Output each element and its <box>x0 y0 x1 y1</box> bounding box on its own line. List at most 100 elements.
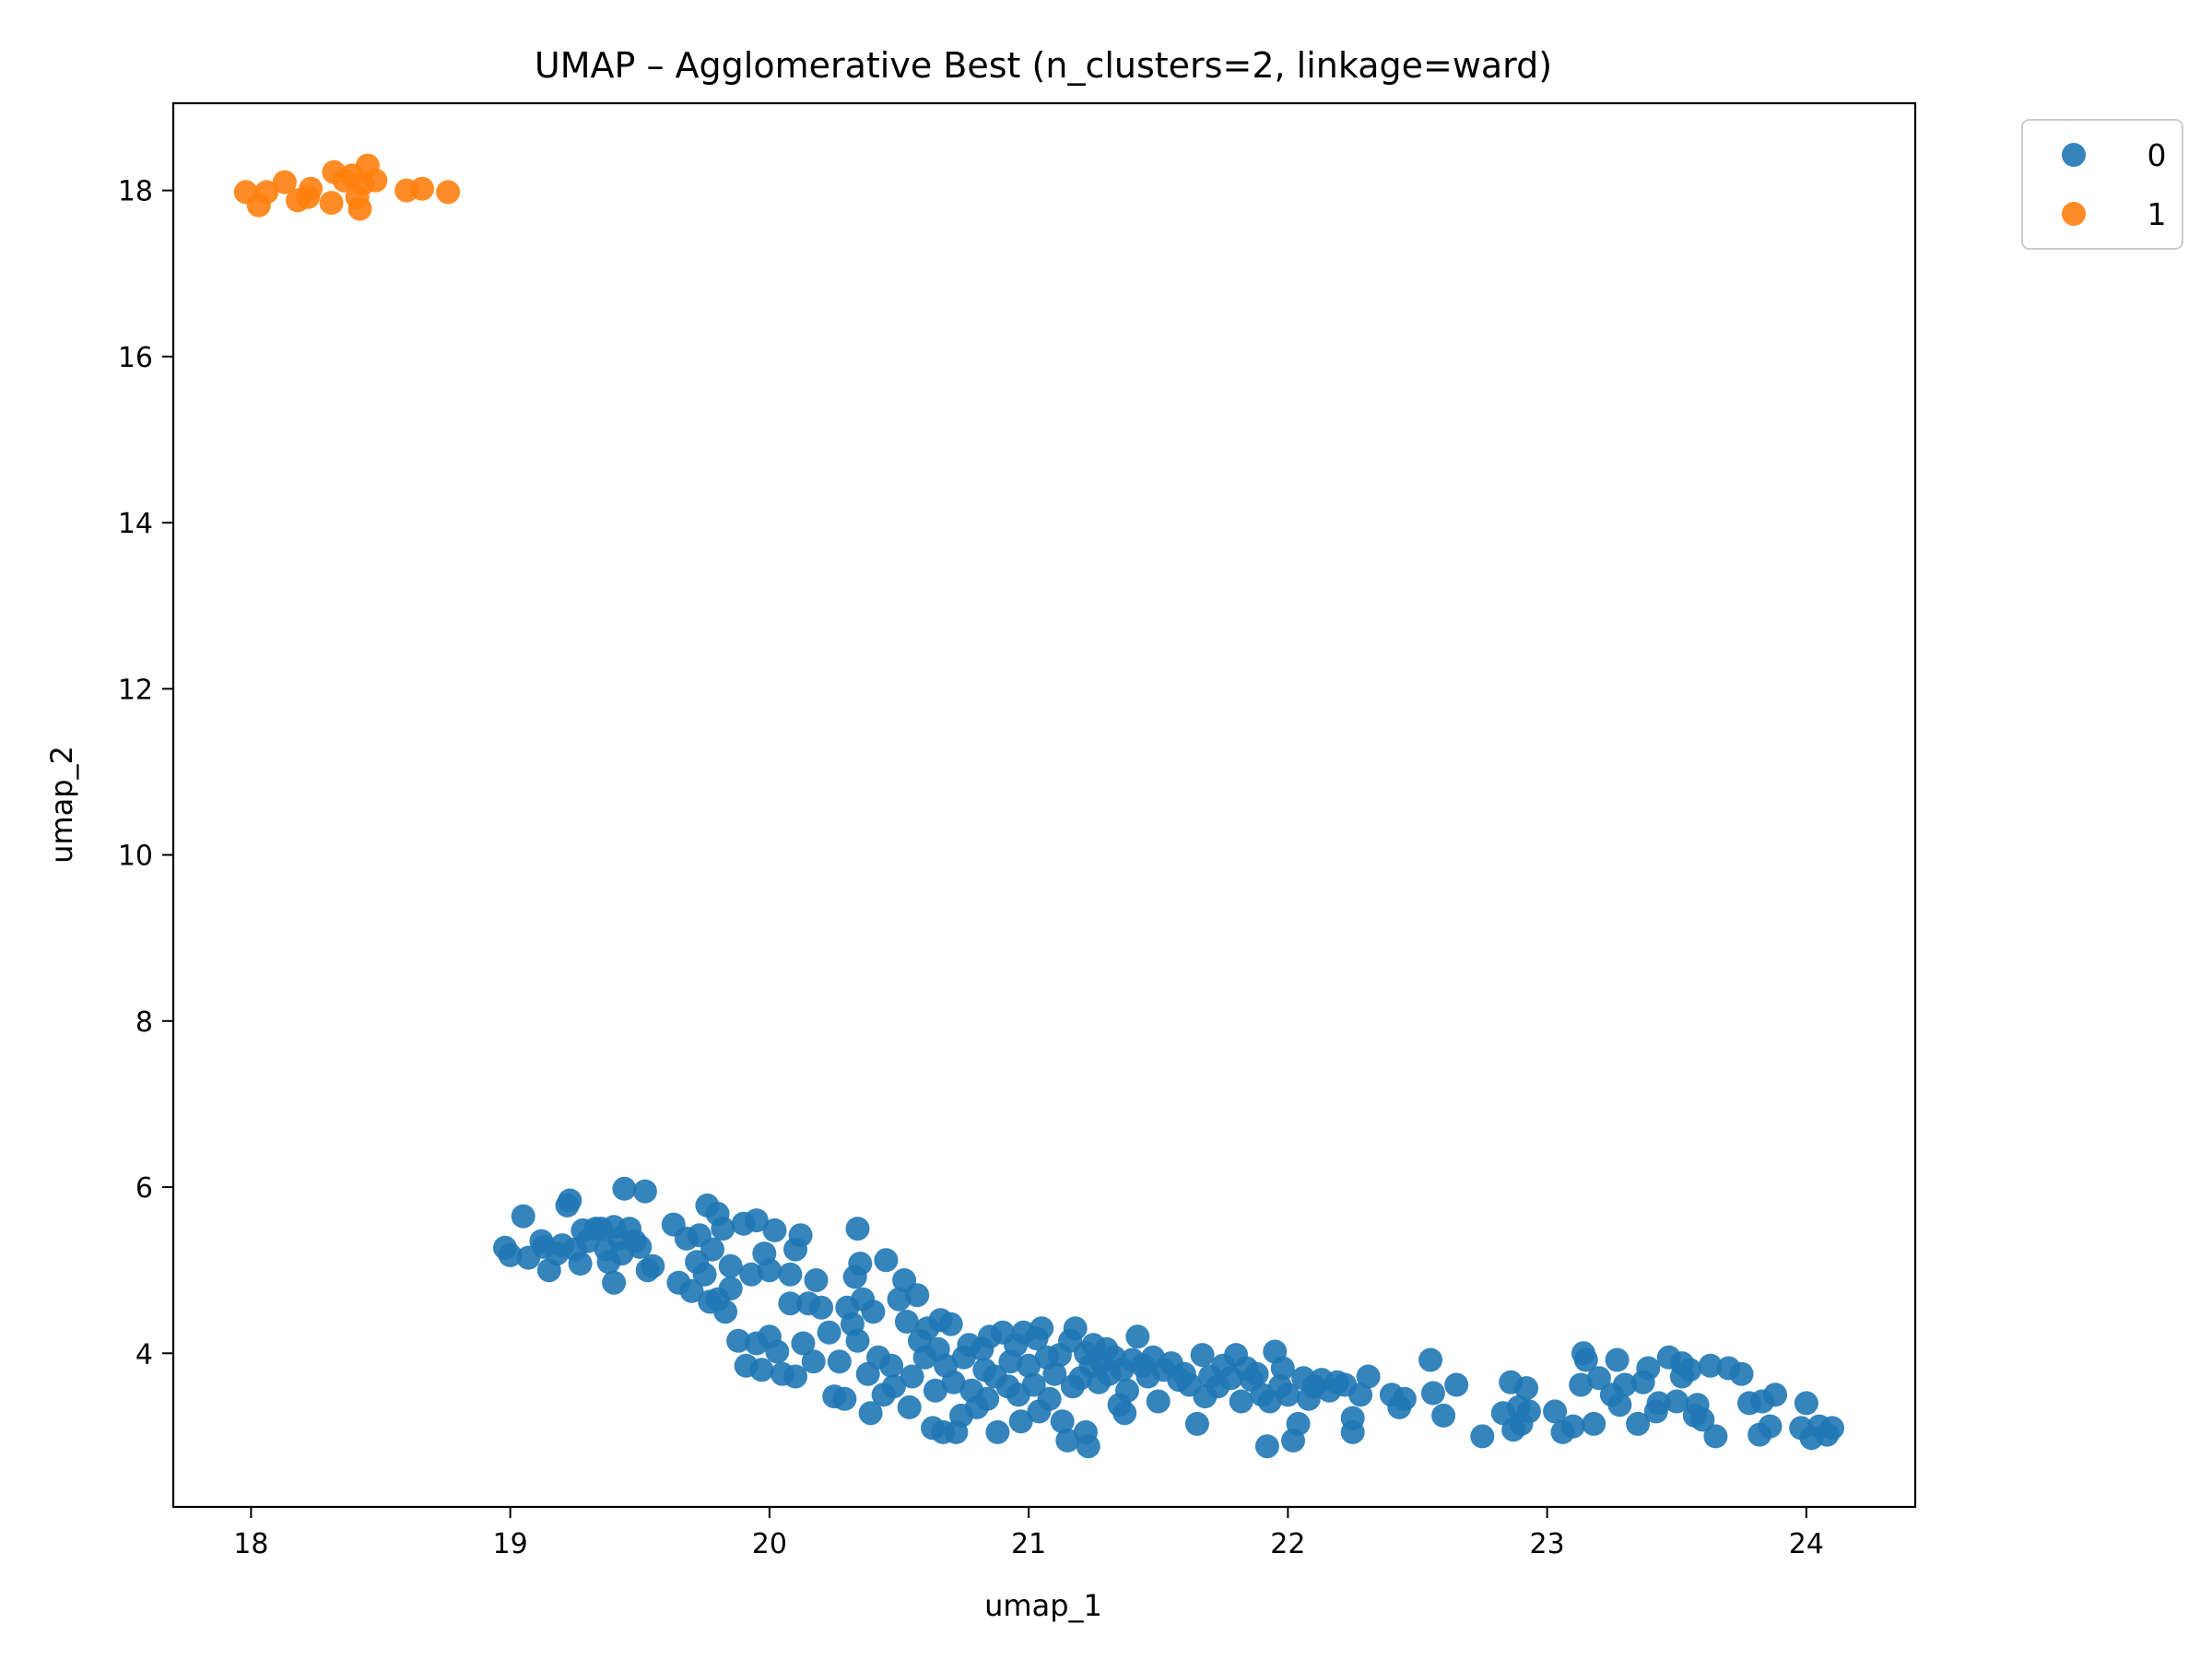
x-axis-ticks: 18 19 20 21 22 23 24 <box>233 1507 1824 1560</box>
scatter-point-cluster-0 <box>628 1234 653 1259</box>
scatter-point-cluster-1 <box>254 180 279 205</box>
scatter-point-cluster-0 <box>700 1237 724 1262</box>
x-tick-label: 21 <box>1011 1528 1046 1560</box>
y-tick-label: 14 <box>118 508 153 540</box>
scatter-point-cluster-0 <box>1276 1382 1300 1407</box>
y-axis-label: umap_2 <box>44 746 79 864</box>
scatter-point-cluster-0 <box>879 1353 904 1378</box>
scatter-point-cluster-0 <box>711 1217 735 1241</box>
scatter-point-cluster-0 <box>1420 1381 1445 1406</box>
scatter-point-cluster-0 <box>1605 1347 1630 1372</box>
scatter-point-cluster-0 <box>923 1378 947 1403</box>
scatter-point-cluster-0 <box>1573 1347 1598 1372</box>
x-tick-label: 24 <box>1789 1528 1824 1560</box>
scatter-point-cluster-0 <box>1418 1347 1443 1372</box>
scatter-point-cluster-0 <box>1431 1403 1456 1428</box>
scatter-point-cluster-1 <box>299 176 324 201</box>
scatter-point-cluster-0 <box>1184 1411 1209 1436</box>
scatter-point-cluster-0 <box>679 1278 704 1303</box>
scatter-point-cluster-0 <box>1758 1414 1783 1439</box>
scatter-point-cluster-0 <box>975 1386 1000 1411</box>
scatter-point-cluster-0 <box>1698 1353 1723 1378</box>
x-tick-label: 19 <box>493 1528 528 1560</box>
scatter-point-cluster-0 <box>1037 1386 1062 1411</box>
scatter-point-cluster-0 <box>1636 1356 1661 1381</box>
scatter-point-cluster-0 <box>1613 1372 1637 1397</box>
y-tick-label: 8 <box>135 1006 153 1039</box>
scatter-point-cluster-0 <box>788 1223 813 1248</box>
scatter-point-cluster-1 <box>363 168 388 193</box>
scatter-point-cluster-0 <box>778 1262 803 1287</box>
x-axis-label: umap_1 <box>984 1588 1102 1623</box>
scatter-point-cluster-0 <box>1665 1389 1689 1414</box>
scatter-point-cluster-0 <box>1646 1391 1671 1416</box>
scatter-point-cluster-0 <box>941 1370 966 1394</box>
y-tick-label: 18 <box>118 176 153 208</box>
scatter-point-cluster-0 <box>874 1248 899 1273</box>
scatter-point-cluster-0 <box>1356 1364 1381 1389</box>
scatter-point-cluster-0 <box>1794 1391 1818 1416</box>
y-tick-label: 12 <box>118 674 153 706</box>
scatter-point-cluster-0 <box>858 1401 883 1426</box>
scatter-point-cluster-0 <box>1146 1389 1171 1414</box>
scatter-point-cluster-0 <box>1586 1366 1611 1391</box>
plot-frame <box>171 101 1917 1509</box>
scatter-point-cluster-0 <box>1340 1419 1365 1444</box>
y-tick-label: 10 <box>118 841 153 873</box>
scatter-point-cluster-1 <box>272 170 297 194</box>
scatter-point-cluster-1 <box>410 176 434 201</box>
scatter-point-cluster-0 <box>1516 1399 1541 1424</box>
scatter-point-cluster-0 <box>718 1253 743 1278</box>
scatter-point-cluster-0 <box>632 1179 657 1204</box>
scatter-point-cluster-0 <box>1270 1356 1295 1381</box>
scatter-point-cluster-0 <box>900 1364 924 1389</box>
scatter-point-cluster-0 <box>791 1331 816 1356</box>
scatter-point-cluster-0 <box>1008 1409 1033 1434</box>
scatter-point-cluster-0 <box>641 1253 665 1278</box>
scatter-point-cluster-0 <box>848 1252 873 1276</box>
legend: 01 <box>2021 119 2183 250</box>
scatter-point-cluster-0 <box>1677 1358 1702 1382</box>
scatter-point-cluster-0 <box>1348 1382 1373 1407</box>
scatter-point-cluster-0 <box>757 1258 782 1283</box>
scatter-point-cluster-0 <box>804 1268 829 1292</box>
x-tick-label: 18 <box>233 1528 268 1560</box>
scatter-point-cluster-0 <box>1286 1411 1311 1436</box>
scatter-point-cluster-0 <box>739 1262 764 1287</box>
scatter-point-cluster-0 <box>1560 1414 1585 1439</box>
chart-title: UMAP – Agglomerative Best (n_clusters=2,… <box>535 45 1552 86</box>
scatter-point-cluster-0 <box>762 1218 787 1242</box>
scatter-point-cluster-0 <box>1820 1416 1844 1441</box>
scatter-point-cluster-0 <box>845 1217 870 1241</box>
scatter-point-cluster-0 <box>612 1176 637 1201</box>
scatter-point-cluster-0 <box>1021 1372 1046 1397</box>
scatter-point-cluster-0 <box>1076 1434 1100 1459</box>
scatter-point-cluster-0 <box>827 1349 852 1374</box>
scatter-point-cluster-0 <box>744 1208 769 1233</box>
legend-label-cluster-1: 1 <box>2147 196 2167 232</box>
scatter-point-cluster-0 <box>1729 1361 1754 1386</box>
scatter-point-cluster-0 <box>1244 1361 1269 1386</box>
points-layer <box>233 153 1844 1459</box>
scatter-point-cluster-0 <box>1112 1401 1137 1426</box>
y-tick-label: 16 <box>118 342 153 374</box>
scatter-point-cluster-0 <box>749 1358 774 1382</box>
scatter-point-cluster-0 <box>511 1204 535 1229</box>
scatter-point-cluster-0 <box>817 1320 841 1345</box>
legend-marker-cluster-0 <box>2062 143 2086 167</box>
scatter-point-cluster-0 <box>718 1277 743 1300</box>
scatter-point-cluster-0 <box>1042 1361 1067 1386</box>
scatter-point-cluster-0 <box>1050 1409 1075 1434</box>
scatter-point-cluster-0 <box>1569 1372 1594 1397</box>
scatter-point-cluster-0 <box>1763 1382 1788 1407</box>
scatter-point-cluster-1 <box>436 180 461 205</box>
y-tick-label: 4 <box>135 1338 153 1371</box>
scatter-point-cluster-0 <box>1063 1316 1088 1341</box>
scatter-point-cluster-0 <box>1392 1386 1417 1411</box>
scatter-point-cluster-0 <box>845 1328 870 1353</box>
scatter-point-cluster-0 <box>1030 1316 1054 1341</box>
scatter-point-cluster-0 <box>905 1283 930 1308</box>
scatter-point-cluster-0 <box>897 1394 922 1419</box>
